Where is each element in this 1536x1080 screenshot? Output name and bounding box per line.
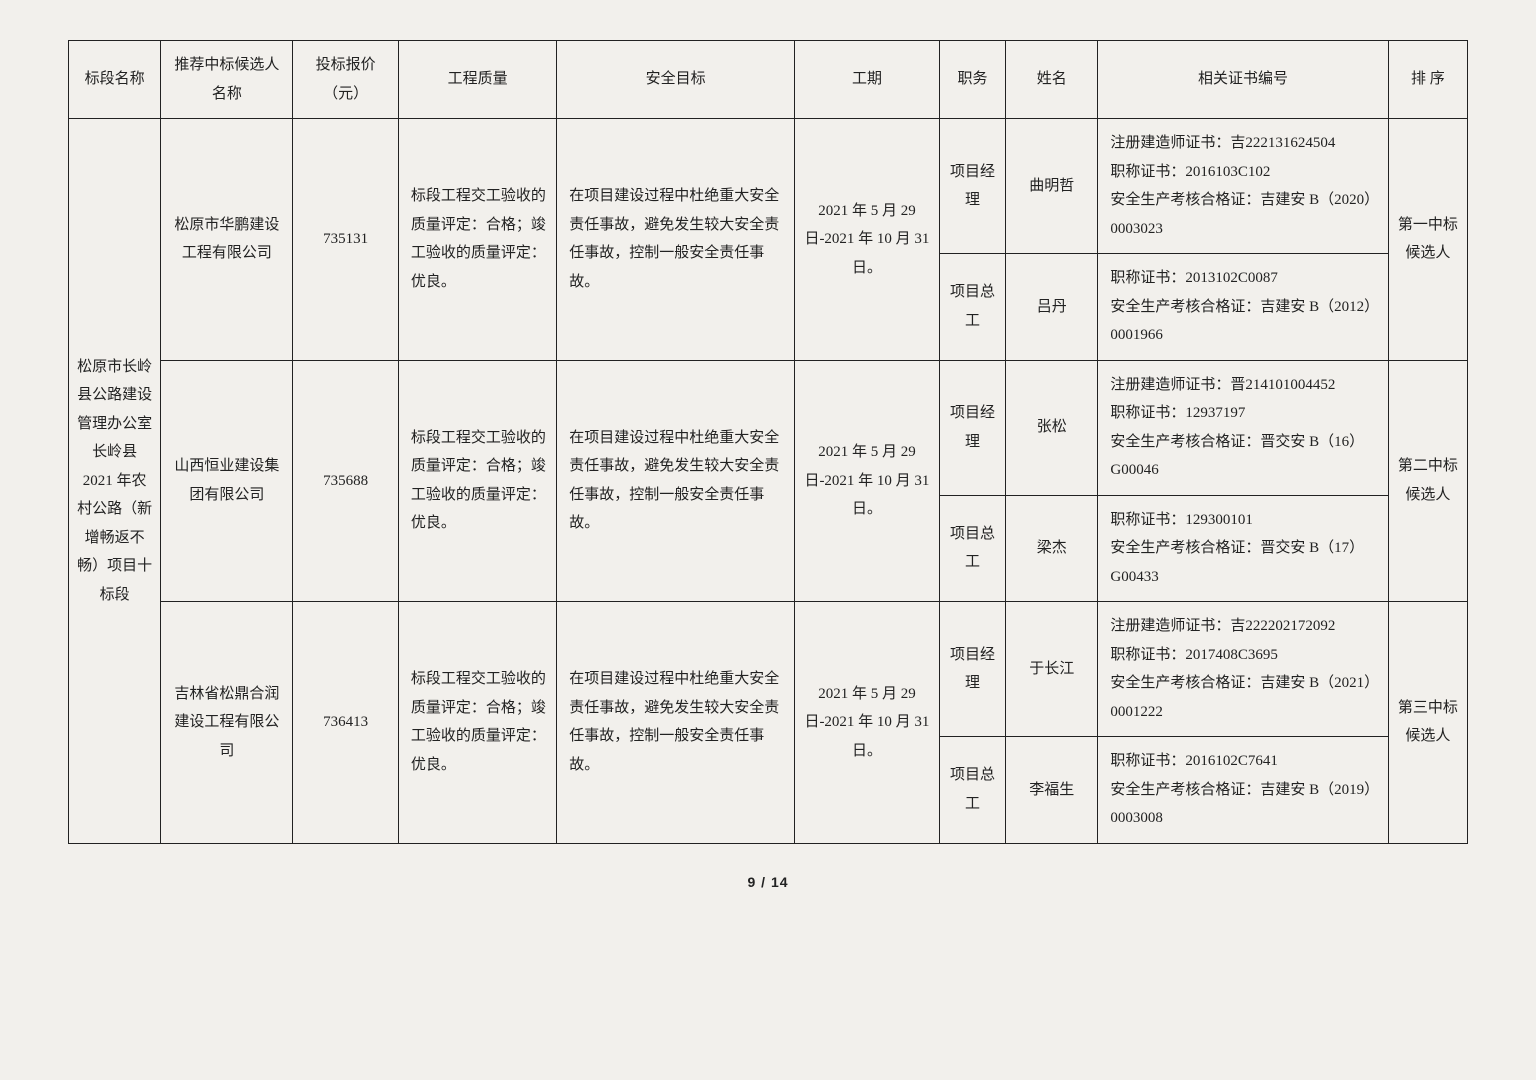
bid-table: 标段名称 推荐中标候选人名称 投标报价（元） 工程质量 安全目标 工期 职务 姓… [68, 40, 1468, 844]
cert-cell: 职称证书：2013102C0087安全生产考核合格证：吉建安 B（2012）00… [1098, 254, 1388, 361]
h-price: 投标报价（元） [293, 41, 399, 119]
cert-cell: 注册建造师证书：晋214101004452职称证书：12937197安全生产考核… [1098, 360, 1388, 495]
h-section: 标段名称 [69, 41, 161, 119]
safety-cell: 在项目建设过程中杜绝重大安全责任事故，避免发生较大安全责任事故，控制一般安全责任… [557, 360, 795, 602]
period-cell: 2021 年 5 月 29 日-2021 年 10 月 31 日。 [794, 360, 939, 602]
header-row: 标段名称 推荐中标候选人名称 投标报价（元） 工程质量 安全目标 工期 职务 姓… [69, 41, 1468, 119]
candidate-cell: 松原市华鹏建设工程有限公司 [161, 119, 293, 361]
cert-cell: 职称证书：2016102C7641安全生产考核合格证：吉建安 B（2019）00… [1098, 737, 1388, 844]
h-role: 职务 [940, 41, 1006, 119]
period-cell: 2021 年 5 月 29 日-2021 年 10 月 31 日。 [794, 602, 939, 844]
safety-cell: 在项目建设过程中杜绝重大安全责任事故，避免发生较大安全责任事故，控制一般安全责任… [557, 119, 795, 361]
quality-cell: 标段工程交工验收的质量评定：合格；竣工验收的质量评定：优良。 [398, 119, 556, 361]
role-cell: 项目总工 [940, 254, 1006, 361]
section-cell: 松原市长岭县公路建设管理办公室长岭县 2021 年农村公路（新增畅返不畅）项目十… [69, 119, 161, 844]
cert-cell: 注册建造师证书：吉222202172092职称证书：2017408C3695安全… [1098, 602, 1388, 737]
cert-cell: 注册建造师证书：吉222131624504职称证书：2016103C102安全生… [1098, 119, 1388, 254]
page-number: 9 / 14 [68, 874, 1468, 890]
rank-cell: 第一中标候选人 [1388, 119, 1467, 361]
role-cell: 项目经理 [940, 119, 1006, 254]
quality-cell: 标段工程交工验收的质量评定：合格；竣工验收的质量评定：优良。 [398, 360, 556, 602]
h-quality: 工程质量 [398, 41, 556, 119]
table-row: 山西恒业建设集团有限公司 735688 标段工程交工验收的质量评定：合格；竣工验… [69, 360, 1468, 495]
rank-cell: 第三中标候选人 [1388, 602, 1467, 844]
quality-cell: 标段工程交工验收的质量评定：合格；竣工验收的质量评定：优良。 [398, 602, 556, 844]
rank-cell: 第二中标候选人 [1388, 360, 1467, 602]
h-safety: 安全目标 [557, 41, 795, 119]
table-row: 松原市长岭县公路建设管理办公室长岭县 2021 年农村公路（新增畅返不畅）项目十… [69, 119, 1468, 254]
h-rank: 排 序 [1388, 41, 1467, 119]
role-cell: 项目总工 [940, 737, 1006, 844]
price-cell: 735131 [293, 119, 399, 361]
name-cell: 于长江 [1006, 602, 1098, 737]
candidate-cell: 吉林省松鼎合润建设工程有限公司 [161, 602, 293, 844]
name-cell: 李福生 [1006, 737, 1098, 844]
h-period: 工期 [794, 41, 939, 119]
safety-cell: 在项目建设过程中杜绝重大安全责任事故，避免发生较大安全责任事故，控制一般安全责任… [557, 602, 795, 844]
name-cell: 吕丹 [1006, 254, 1098, 361]
h-name: 姓名 [1006, 41, 1098, 119]
cert-cell: 职称证书：129300101安全生产考核合格证：晋交安 B（17）G00433 [1098, 495, 1388, 602]
name-cell: 曲明哲 [1006, 119, 1098, 254]
name-cell: 张松 [1006, 360, 1098, 495]
table-row: 吉林省松鼎合润建设工程有限公司 736413 标段工程交工验收的质量评定：合格；… [69, 602, 1468, 737]
role-cell: 项目经理 [940, 360, 1006, 495]
period-cell: 2021 年 5 月 29 日-2021 年 10 月 31 日。 [794, 119, 939, 361]
price-cell: 736413 [293, 602, 399, 844]
price-cell: 735688 [293, 360, 399, 602]
role-cell: 项目经理 [940, 602, 1006, 737]
h-cert: 相关证书编号 [1098, 41, 1388, 119]
document-page: 标段名称 推荐中标候选人名称 投标报价（元） 工程质量 安全目标 工期 职务 姓… [68, 40, 1468, 890]
role-cell: 项目总工 [940, 495, 1006, 602]
h-candidate: 推荐中标候选人名称 [161, 41, 293, 119]
name-cell: 梁杰 [1006, 495, 1098, 602]
candidate-cell: 山西恒业建设集团有限公司 [161, 360, 293, 602]
